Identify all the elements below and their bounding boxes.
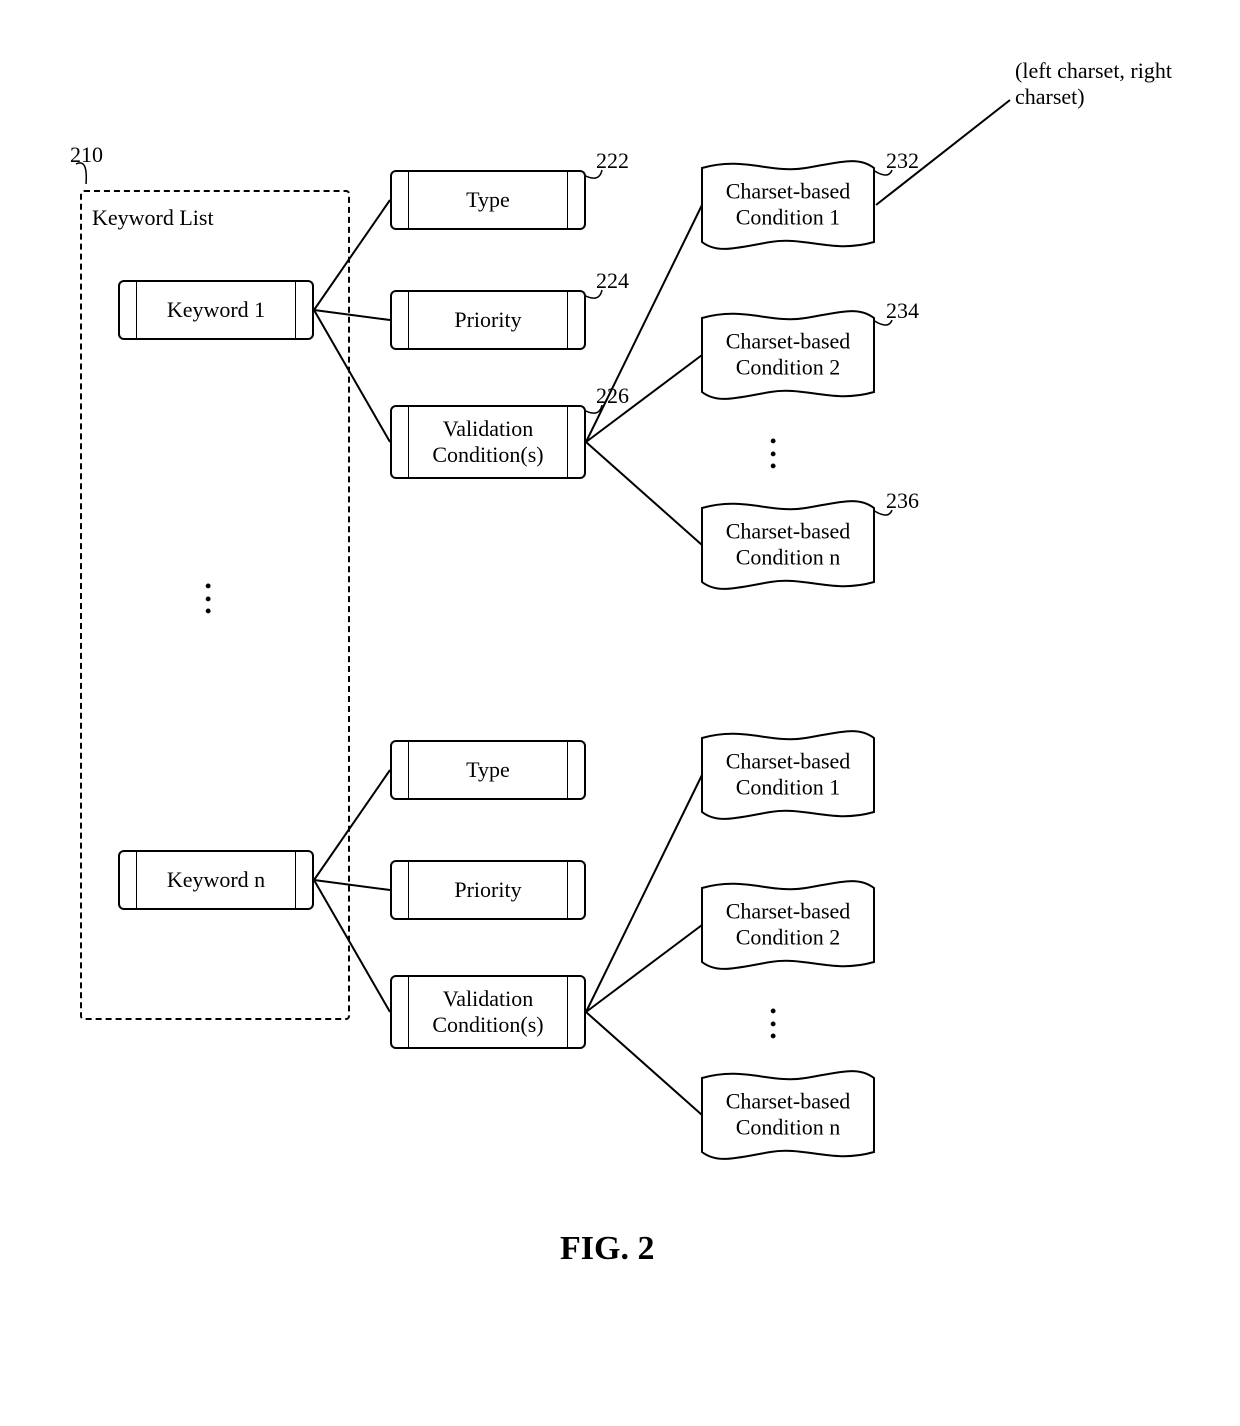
ref-210: 210 bbox=[70, 142, 103, 168]
keyword-box-1-label: Keyword n bbox=[161, 867, 271, 893]
conditions_group2-cond-1-label: Charset-basedCondition 2 bbox=[726, 899, 851, 952]
conditions_group1-cond-0: Charset-basedCondition 1 bbox=[700, 160, 876, 250]
attributes_group1-item-1-label: Priority bbox=[448, 307, 527, 333]
attributes_group2-item-1: Priority bbox=[390, 860, 586, 920]
attributes_group1-item-0: Type bbox=[390, 170, 586, 230]
conditions_group2-cond-2-label: Charset-basedCondition n bbox=[726, 1089, 851, 1142]
attributes_group2-item-1-label: Priority bbox=[448, 877, 527, 903]
ellipsis: ••• bbox=[770, 1005, 776, 1043]
attributes_group1-item-1: Priority bbox=[390, 290, 586, 350]
keyword-box-0-label: Keyword 1 bbox=[161, 297, 271, 323]
charset-annotation: (left charset, right charset) bbox=[1015, 58, 1240, 111]
conditions_group2-cond-2: Charset-basedCondition n bbox=[700, 1070, 876, 1160]
ellipsis: ••• bbox=[205, 580, 211, 618]
attributes_group2-item-2: ValidationCondition(s) bbox=[390, 975, 586, 1049]
conditions_group2-cond-0-label: Charset-basedCondition 1 bbox=[726, 749, 851, 802]
attributes_group2-item-2-label: ValidationCondition(s) bbox=[426, 986, 549, 1039]
keyword-box-0: Keyword 1 bbox=[118, 280, 314, 340]
conditions_group1-cond-0-label: Charset-basedCondition 1 bbox=[726, 179, 851, 232]
conditions_group2-cond-0: Charset-basedCondition 1 bbox=[700, 730, 876, 820]
ref-222: 222 bbox=[596, 148, 629, 174]
ref-232: 232 bbox=[886, 148, 919, 174]
keyword-box-1: Keyword n bbox=[118, 850, 314, 910]
figure-caption: FIG. 2 bbox=[560, 1230, 654, 1268]
attributes_group1-item-2: ValidationCondition(s) bbox=[390, 405, 586, 479]
ref-226: 226 bbox=[596, 383, 629, 409]
attributes_group2-item-0-label: Type bbox=[460, 757, 516, 783]
conditions_group1-cond-1-label: Charset-basedCondition 2 bbox=[726, 329, 851, 382]
ref-224: 224 bbox=[596, 268, 629, 294]
ellipsis: ••• bbox=[770, 435, 776, 473]
conditions_group1-cond-2-label: Charset-basedCondition n bbox=[726, 519, 851, 572]
ref-234: 234 bbox=[886, 298, 919, 324]
attributes_group1-item-0-label: Type bbox=[460, 187, 516, 213]
keyword-list-title: Keyword List bbox=[92, 205, 214, 231]
conditions_group1-cond-2: Charset-basedCondition n bbox=[700, 500, 876, 590]
attributes_group2-item-0: Type bbox=[390, 740, 586, 800]
attributes_group1-item-2-label: ValidationCondition(s) bbox=[426, 416, 549, 469]
figure-canvas: Keyword List 210 Keyword 1 Keyword n ••• Typ… bbox=[0, 0, 1240, 1426]
conditions_group1-cond-1: Charset-basedCondition 2 bbox=[700, 310, 876, 400]
ref-236: 236 bbox=[886, 488, 919, 514]
conditions_group2-cond-1: Charset-basedCondition 2 bbox=[700, 880, 876, 970]
